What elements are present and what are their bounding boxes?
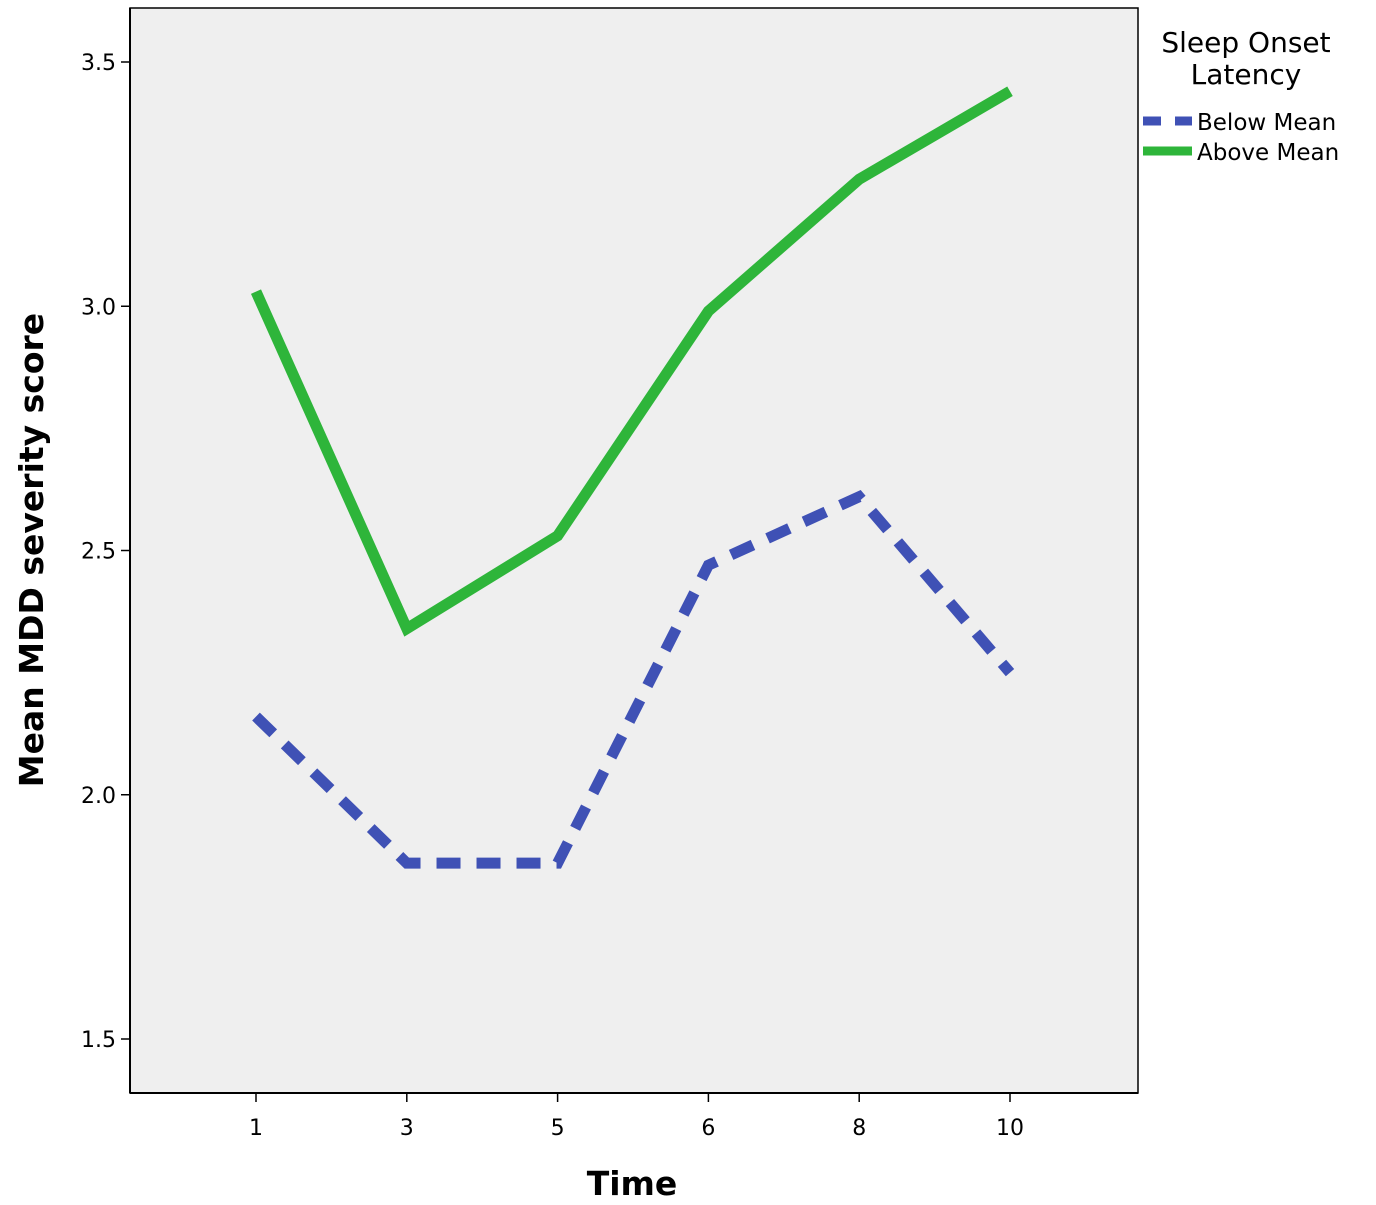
- y-axis-title: Mean MDD severity score: [12, 313, 51, 787]
- y-axis-ticks: 1.5 2.0 2.5 3.0 3.5: [81, 51, 130, 1053]
- x-tick-label: 10: [996, 1116, 1024, 1141]
- x-axis-ticks: 1 3 5 6 8 10: [249, 1093, 1024, 1141]
- legend-label: Below Mean: [1197, 110, 1336, 136]
- y-tick-label: 2.5: [81, 540, 116, 565]
- x-tick-label: 3: [400, 1116, 414, 1141]
- y-tick-label: 3.0: [81, 295, 116, 320]
- x-tick-label: 6: [701, 1116, 715, 1141]
- legend-title-line-1: Sleep Onset: [1161, 26, 1330, 59]
- series-line-above-mean: [250, 86, 1013, 637]
- x-tick-label: 8: [852, 1116, 866, 1141]
- plot-area: [129, 7, 1139, 1094]
- series-line-below-mean: [252, 490, 1015, 869]
- y-tick-label: 1.5: [81, 1028, 116, 1053]
- legend-label: Above Mean: [1197, 140, 1339, 166]
- legend-items: Below Mean Above Mean: [1143, 110, 1339, 166]
- x-axis-title: Time: [587, 1164, 678, 1203]
- series-layer: [250, 86, 1015, 869]
- legend: Sleep Onset Latency Below Mean Above Mean: [1143, 26, 1339, 166]
- legend-title-line-2: Latency: [1191, 58, 1302, 91]
- x-tick-label: 1: [249, 1116, 263, 1141]
- y-tick-label: 2.0: [81, 784, 116, 809]
- y-tick-label: 3.5: [81, 51, 116, 76]
- x-tick-label: 5: [551, 1116, 565, 1141]
